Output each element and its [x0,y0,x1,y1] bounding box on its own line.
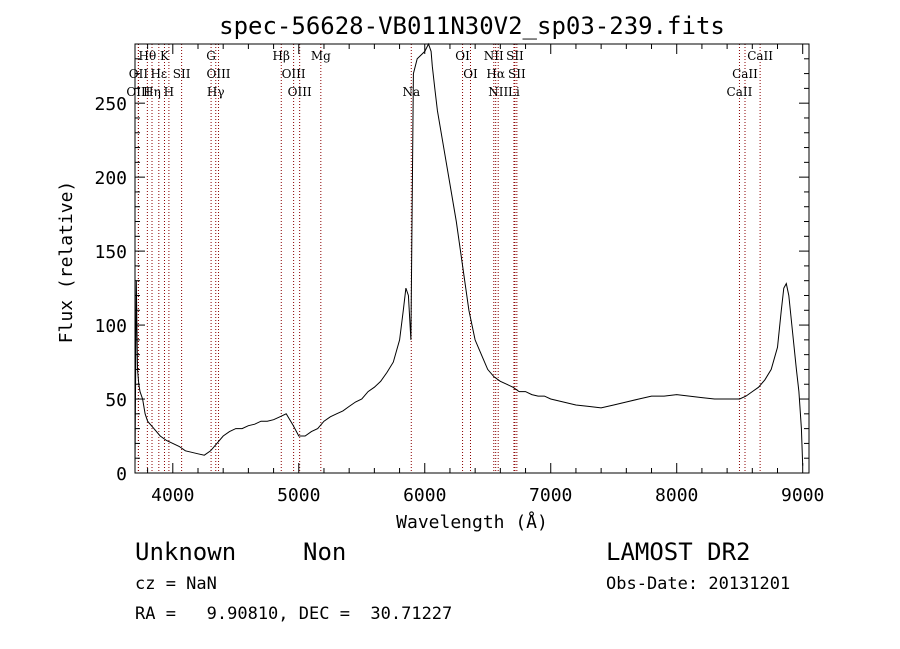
spectral-line-label: Mg [311,49,331,63]
spectral-line-label: CaII [732,67,758,81]
spectral-line-label: Na [402,85,420,99]
x-axis: 4000 5000 6000 7000 8000 9000 [147,44,824,506]
spectral-line-label: H [164,85,174,99]
spectral-line-label: OIII [282,67,306,81]
x-tick-label: 8000 [655,485,698,506]
spectral-line-label: OIII [206,67,230,81]
spectral-line-label: Hη [143,85,161,99]
object-class: Unknown [135,538,237,566]
object-subclass: Non [303,538,347,566]
spectral-line-label: OI [463,67,478,81]
spectral-line-label: K [160,49,170,63]
spectral-line-label: SII [173,67,191,81]
spectral-line-label: OIII [126,85,150,99]
spectral-line-label: SII [508,67,526,81]
x-tick-label: 4000 [151,485,194,506]
spectral-line-label: NII [484,49,504,63]
y-tick-label: 150 [94,242,127,263]
spectral-line-label: SII [506,49,524,63]
x-tick-label: 9000 [781,485,824,506]
y-tick-label: 100 [94,316,127,337]
spectrum-line [134,42,804,466]
chart-title: spec-56628-VB011N30V2_sp03-239.fits [219,12,725,40]
spectral-line-markers [137,44,761,473]
spectral-line-labels: HθOIIOIIIHεHηKSIIHGOIIIHγHβOIIIOIIIMgNaO… [126,49,773,99]
spectral-line-label: Hε [150,67,167,81]
y-tick-label: 0 [116,464,127,485]
y-tick-label: 250 [94,94,127,115]
y-axis-label: Flux (relative) [56,181,77,344]
x-tick-label: 5000 [277,485,320,506]
x-tick-label: 6000 [403,485,446,506]
x-tick-label: 7000 [529,485,572,506]
y-tick-label: 200 [94,168,127,189]
spectral-line-label: OI [455,49,470,63]
spectral-line-label: Li [508,85,520,99]
spectral-line-label: Hβ [273,49,290,63]
spectral-line-label: Hθ [138,49,156,63]
spectral-line-label: Hγ [207,85,225,99]
data-release: LAMOST DR2 [606,538,751,566]
spectral-line-label: OIII [288,85,312,99]
spectral-line-label: CaII [747,49,773,63]
spectral-line-label: Hα [486,67,505,81]
redshift-value: cz = NaN [135,574,217,594]
x-axis-label: Wavelength (Å) [396,511,548,533]
spectral-line-label: CaII [727,85,753,99]
y-axis: 0 50 100 150 200 250 [94,58,809,485]
y-tick-label: 50 [105,390,127,411]
spectral-line-label: NII [488,85,508,99]
coordinates: RA = 9.90810, DEC = 30.71227 [135,604,453,624]
observation-date: Obs-Date: 20131201 [606,574,791,594]
spectral-line-label: G [206,49,216,63]
plot-frame [134,43,810,474]
